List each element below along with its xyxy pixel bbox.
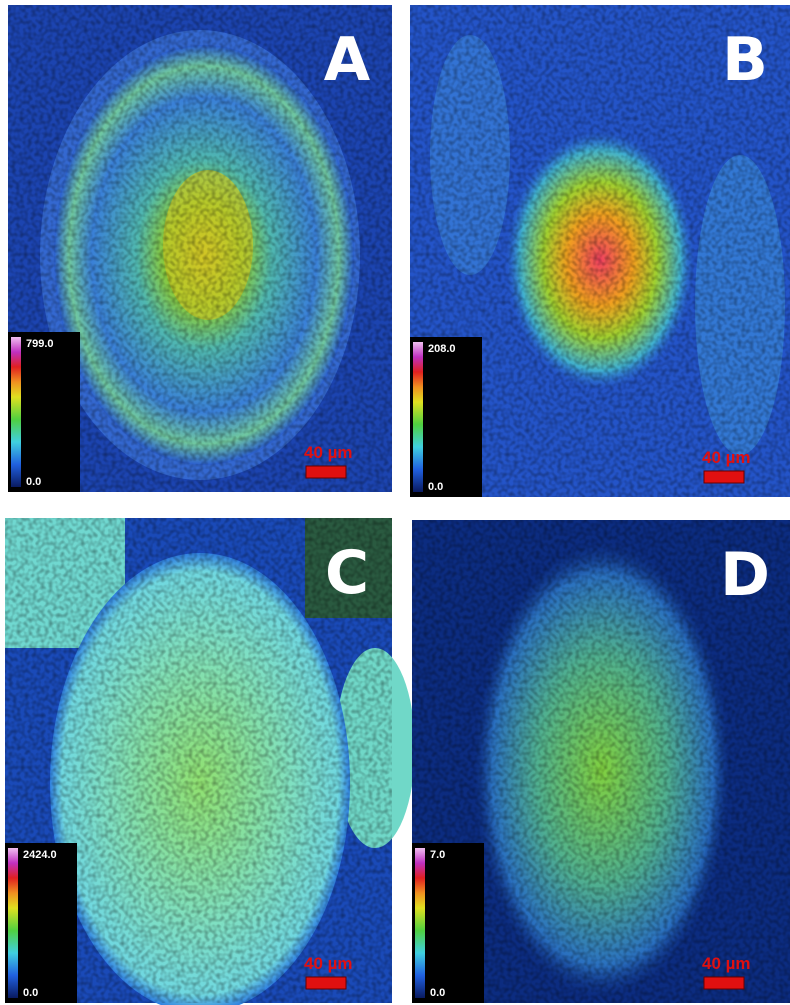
panel: A 799.0 0.0 40 µm <box>8 5 392 492</box>
colorbar-min: 0.0 <box>26 476 41 488</box>
panel-label: C <box>325 538 369 608</box>
scale-label: 40 µm <box>304 443 353 462</box>
scale-label: 40 µm <box>702 448 751 467</box>
panel-label: D <box>720 540 770 610</box>
scale-bar <box>306 977 346 989</box>
scale-bar <box>704 977 744 989</box>
colorbar-min: 0.0 <box>23 987 38 999</box>
scale-bar <box>306 466 346 478</box>
panel-label: B <box>722 25 768 95</box>
panel: C 2424.0 0.0 40 µm <box>5 518 415 1005</box>
figure: A 799.0 0.0 40 µm B 208.0 0.0 40 µm C 2424.0 0.0 40… <box>0 0 790 1005</box>
colorbar-max: 2424.0 <box>23 849 57 861</box>
colorbar-min: 0.0 <box>430 987 445 999</box>
scale-label: 40 µm <box>304 954 353 973</box>
colorbar-max: 799.0 <box>26 338 54 350</box>
panel-label: A <box>324 25 371 95</box>
colorbar-strip <box>8 848 18 998</box>
colorbar-min: 0.0 <box>428 481 443 493</box>
colorbar-strip <box>415 848 425 998</box>
colorbar-max: 7.0 <box>430 849 445 861</box>
colorbar-strip <box>413 342 423 492</box>
panel: D 7.0 0.0 40 µm <box>412 520 790 1003</box>
scale-bar <box>704 471 744 483</box>
scale-label: 40 µm <box>702 954 751 973</box>
colorbar-strip <box>11 337 21 487</box>
colorbar-max: 208.0 <box>428 343 456 355</box>
panel: B 208.0 0.0 40 µm <box>410 5 790 497</box>
